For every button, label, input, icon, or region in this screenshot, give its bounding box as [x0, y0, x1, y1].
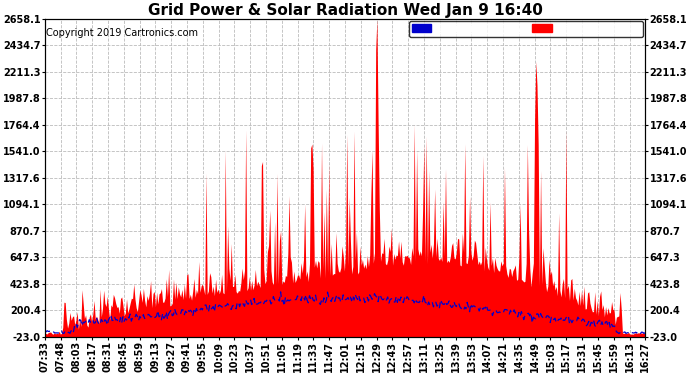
Text: Copyright 2019 Cartronics.com: Copyright 2019 Cartronics.com: [46, 28, 198, 39]
Title: Grid Power & Solar Radiation Wed Jan 9 16:40: Grid Power & Solar Radiation Wed Jan 9 1…: [148, 3, 542, 18]
Legend: Radiation (w/m2), Grid (AC Watts): Radiation (w/m2), Grid (AC Watts): [408, 21, 643, 37]
